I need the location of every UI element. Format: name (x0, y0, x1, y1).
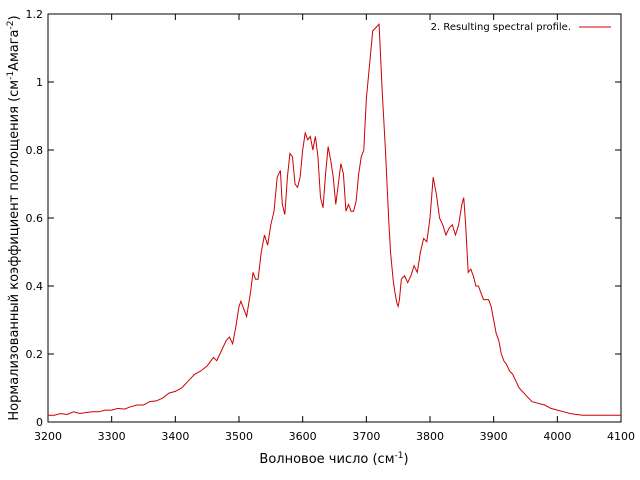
legend: 2. Resulting spectral profile. (431, 22, 611, 33)
x-tick-label: 3400 (161, 430, 189, 443)
y-tick-label: 0.6 (26, 212, 44, 225)
x-tick-label: 3900 (480, 430, 508, 443)
x-tick-label: 3500 (225, 430, 253, 443)
x-tick-label: 3300 (98, 430, 126, 443)
y-tick-label: 1.2 (26, 8, 44, 21)
y-axis-label-sup2: -2 (6, 20, 16, 29)
y-axis-label-mid: Амага (7, 29, 22, 70)
x-axis-label: Волновое число (см-1) (259, 451, 408, 467)
y-tick-label: 0.2 (26, 348, 44, 361)
x-axis-label-sup: -1 (395, 451, 404, 461)
legend-label: 2. Resulting spectral profile. (431, 22, 571, 33)
y-tick-label: 1 (36, 76, 43, 89)
series-line (48, 22, 621, 416)
y-axis-label-end: ) (7, 15, 22, 20)
x-tick-label: 3200 (34, 430, 62, 443)
y-axis-label-main: Нормализованный коэффициент поглощения (… (7, 80, 22, 421)
x-tick-label: 3600 (289, 430, 317, 443)
y-axis-label-sup1: -1 (6, 71, 16, 80)
plot-frame (47, 13, 622, 423)
x-tick-label: 4000 (543, 430, 571, 443)
y-tick-label: 0 (36, 416, 43, 429)
y-axis-label: Нормализованный коэффициент поглощения (… (6, 15, 22, 420)
y-tick-label: 0.8 (26, 144, 44, 157)
y-axis-ticks: 0 0.2 0.4 0.6 0.8 1 1.2 (26, 8, 621, 429)
x-axis-label-main: Волновое число (см (259, 452, 394, 467)
x-tick-label: 3700 (352, 430, 380, 443)
x-axis-ticks: 3200 3300 3400 3500 3600 3700 3800 3900 4000 4100 (34, 14, 635, 443)
x-axis-label-end: ) (403, 452, 408, 467)
x-tick-label: 4100 (607, 430, 635, 443)
x-tick-label: 3800 (416, 430, 444, 443)
y-tick-label: 0.4 (26, 280, 44, 293)
